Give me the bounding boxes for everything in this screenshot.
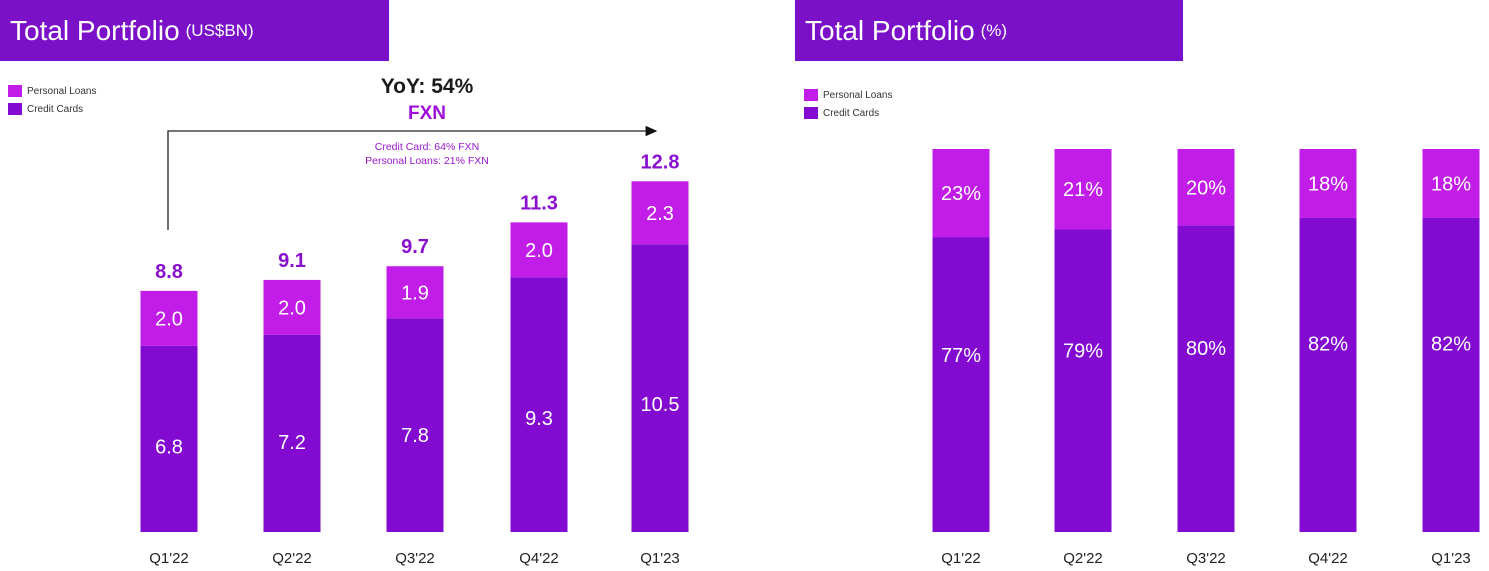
right-chart-title-unit: (%) [980,20,1008,40]
left-chart-title-unit: (US$BN) [185,20,254,40]
bar-credit-cards [1177,225,1235,532]
data-label-personal-loans: 2.0 [278,297,306,319]
yoy-note-credit-card: Credit Card: 64% FXN [375,141,479,153]
x-tick-label: Q2'22 [272,550,312,567]
x-tick-label: Q1'22 [941,550,981,567]
data-label-credit-cards: 7.2 [278,432,306,454]
bar-credit-cards [263,334,321,532]
x-tick-label: Q2'22 [1063,550,1103,567]
bar-credit-cards [1054,229,1112,532]
yoy-headline: YoY: 54% [381,75,474,98]
total-label: 11.3 [520,192,558,214]
legend-label-credit-cards: Credit Cards [823,107,880,119]
data-label-credit-cards: 10.5 [641,394,680,416]
left-chart-title: Total Portfolio [10,14,180,46]
legend-swatch-credit-cards [804,107,818,119]
yoy-arrow [167,125,658,230]
legend-label-personal-loans: Personal Loans [823,89,893,101]
data-label-personal-loans: 21% [1063,179,1103,201]
total-label: 12.8 [641,151,680,173]
x-tick-label: Q1'23 [1431,550,1471,567]
data-label-personal-loans: 2.0 [525,240,553,262]
bar-personal-loans [1422,149,1480,218]
yoy-subheadline: FXN [408,103,446,124]
bar-personal-loans [510,222,568,278]
data-label-credit-cards: 79% [1063,340,1103,362]
bar-credit-cards [510,277,568,532]
data-label-personal-loans: 18% [1431,173,1471,195]
data-label-personal-loans: 2.3 [646,203,674,225]
data-label-personal-loans: 1.9 [401,282,429,304]
legend-label-credit-cards: Credit Cards [27,103,84,115]
data-label-personal-loans: 2.0 [155,308,183,330]
data-label-credit-cards: 77% [941,345,981,367]
bar-credit-cards [932,237,990,532]
legend-item-personal-loans: Personal Loans [8,82,97,100]
left-legend: Personal Loans Credit Cards [8,82,97,118]
data-label-credit-cards: 9.3 [525,408,553,430]
bar-personal-loans [1054,149,1112,230]
right-legend: Personal Loans Credit Cards [804,86,893,122]
bar-personal-loans [1299,149,1357,218]
bar-personal-loans [631,181,689,245]
legend-item-personal-loans: Personal Loans [804,86,893,104]
bar-personal-loans [140,290,198,346]
legend-swatch-personal-loans [8,85,22,97]
legend-item-credit-cards: Credit Cards [8,100,97,118]
total-label: 9.7 [401,236,429,258]
bar-credit-cards [386,318,444,532]
bar-credit-cards [1422,217,1480,532]
data-label-personal-loans: 23% [941,183,981,205]
x-tick-label: Q4'22 [519,550,559,567]
left-title-bar: Total Portfolio (US$BN) [0,0,389,61]
bar-credit-cards [631,244,689,533]
data-label-credit-cards: 6.8 [155,437,183,459]
bar-credit-cards [1299,217,1357,532]
data-label-credit-cards: 80% [1186,338,1226,360]
data-label-personal-loans: 20% [1186,177,1226,199]
data-label-credit-cards: 82% [1431,334,1471,356]
yoy-annotation: YoY: 54% FXN Credit Card: 64% FXN Person… [167,75,658,230]
data-label-credit-cards: 82% [1308,334,1348,356]
x-tick-label: Q1'23 [640,550,680,567]
legend-swatch-personal-loans [804,89,818,101]
bar-credit-cards [140,345,198,532]
data-label-credit-cards: 7.8 [401,425,429,447]
legend-swatch-credit-cards [8,103,22,115]
right-chart-title: Total Portfolio [805,14,975,46]
legend-label-personal-loans: Personal Loans [27,85,97,97]
bar-personal-loans [263,279,321,335]
bar-personal-loans [932,149,990,238]
right-title-bar: Total Portfolio (%) [795,0,1183,61]
x-tick-label: Q4'22 [1308,550,1348,567]
left-chart-plot: 6.8 2.0 8.8 Q1'22 7.2 2.0 9.1 Q2'22 7.8 1.9 9.7 Q3'… [140,151,689,567]
x-tick-label: Q3'22 [395,550,435,567]
x-tick-label: Q3'22 [1186,550,1226,567]
total-label: 9.1 [278,250,306,272]
x-tick-label: Q1'22 [149,550,189,567]
yoy-note-personal-loans: Personal Loans: 21% FXN [365,155,489,167]
bar-personal-loans [386,266,444,319]
legend-item-credit-cards: Credit Cards [804,104,893,122]
data-label-personal-loans: 18% [1308,173,1348,195]
bar-personal-loans [1177,149,1235,226]
total-label: 8.8 [155,261,183,283]
right-chart-plot: 23% 77% Q1'22 21% 79% Q2'22 20% 80% Q3'22 18% 82% Q… [932,149,1480,567]
